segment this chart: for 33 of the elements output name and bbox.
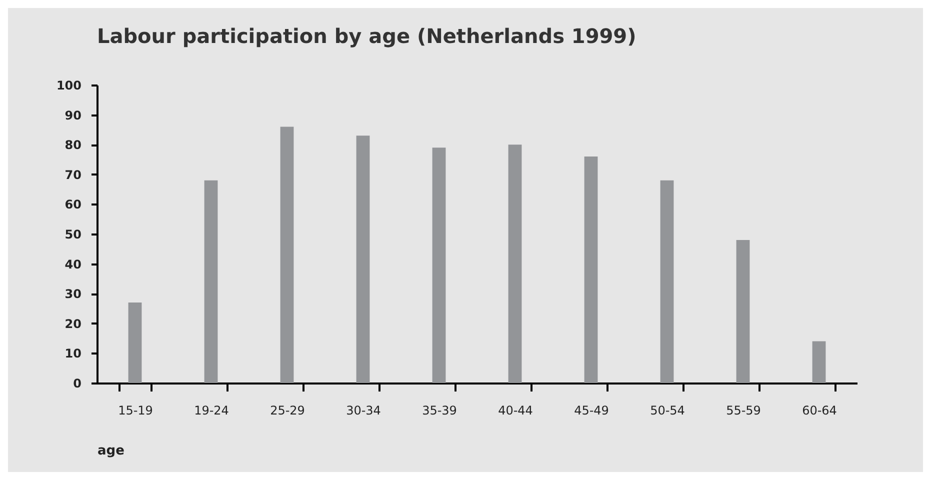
x-tick-label: 55-59 <box>726 404 761 418</box>
bar <box>508 144 522 383</box>
y-tick-label: 20 <box>64 316 82 331</box>
y-tick-label: 90 <box>64 108 82 122</box>
bar <box>736 240 750 383</box>
chart-title: Labour participation by age (Netherlands 1999) <box>97 24 636 48</box>
x-tick-label: 35-39 <box>422 404 457 418</box>
bar <box>812 341 826 383</box>
bar <box>128 302 142 383</box>
y-tick-label: 50 <box>64 228 82 242</box>
x-tick-label: 30-34 <box>346 404 381 418</box>
bar <box>584 156 598 383</box>
y-tick-label: 70 <box>64 168 82 182</box>
bar <box>660 180 674 383</box>
y-tick-label: 30 <box>64 287 82 302</box>
x-tick-label: 40-44 <box>498 404 533 418</box>
y-tick-label: 60 <box>64 198 82 212</box>
y-tick-label: 100 <box>56 78 82 92</box>
x-tick-label: 25-29 <box>270 404 305 418</box>
x-tick-label: 60-64 <box>802 404 837 418</box>
y-tick-label: 40 <box>64 257 82 272</box>
x-tick-label: 45-49 <box>574 404 609 418</box>
x-tick-label: 50-54 <box>650 404 685 418</box>
y-tick-label: 0 <box>73 376 82 390</box>
y-tick-label: 80 <box>64 138 82 152</box>
bar <box>356 136 370 383</box>
y-tick-label: 10 <box>64 346 82 361</box>
bar <box>280 126 294 383</box>
x-axis-title: age <box>98 444 125 458</box>
x-tick-label: 15-19 <box>118 404 153 418</box>
bar <box>204 180 218 383</box>
x-tick-label: 19-24 <box>194 404 229 418</box>
bar <box>432 148 446 383</box>
